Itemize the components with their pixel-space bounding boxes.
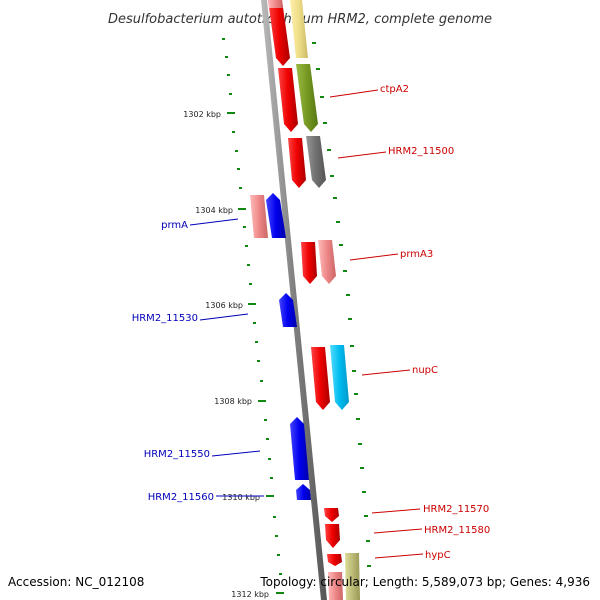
ruler-major-ticks [227,112,284,594]
gene-feature-blue-HRM2_11560[interactable] [296,484,311,500]
gene-feature-red-HRM2_11580[interactable] [325,524,340,548]
gene-feature-red-top[interactable] [268,0,290,66]
label-leaders [189,89,424,559]
gene-feature-pink-top-cap [268,0,283,8]
gene-feature-red-hypC[interactable] [327,554,342,566]
tick-label-1312: 1312 kbp [231,590,269,599]
gene-label-prmA[interactable]: prmA [161,220,188,231]
gene-label-HRM2_11580[interactable]: HRM2_11580 [424,525,490,536]
gene-label-hypC[interactable]: hypC [425,550,451,561]
genome-backbone [261,0,327,600]
tick-label-1302: 1302 kbp [183,110,221,119]
ruler-dots-outer [312,42,371,567]
gene-feature-red-2[interactable] [278,68,298,132]
genome-summary-text: Topology: circular; Length: 5,589,073 bp… [259,575,590,589]
gene-feature-red-5[interactable] [311,347,330,410]
gene-feature-khaki-bottom[interactable] [345,553,360,600]
gene-feature-olive-ctpA2[interactable] [296,64,318,132]
gene-label-HRM2_11550[interactable]: HRM2_11550 [144,449,210,460]
gene-feature-pink-prmA[interactable] [250,195,268,238]
gene-label-HRM2_11570[interactable]: HRM2_11570 [423,504,489,515]
gene-feature-red-3[interactable] [288,138,306,188]
gene-feature-red-HRM2_11570[interactable] [324,508,339,522]
gene-feature-gray-HRM2_11500[interactable] [306,136,326,188]
gene-feature-blue-HRM2_11530[interactable] [279,293,297,327]
accession-text: Accession: NC_012108 [8,575,144,589]
gene-label-HRM2_11500[interactable]: HRM2_11500 [388,146,454,157]
gene-feature-yellow-top[interactable] [290,0,308,58]
gene-feature-blue-HRM2_11550[interactable] [290,417,309,480]
gene-feature-blue-prmA[interactable] [266,193,286,238]
gene-feature-cyan-nupC[interactable] [330,345,349,410]
ruler-dots-inner [222,38,282,575]
tick-label-1306: 1306 kbp [205,301,243,310]
gene-feature-pink-prmA3[interactable] [318,240,336,284]
gene-label-HRM2_11560[interactable]: HRM2_11560 [148,492,214,503]
gene-feature-red-4[interactable] [301,242,317,284]
tick-label-1310: 1310 kbp [222,493,260,502]
gene-label-ctpA2[interactable]: ctpA2 [380,84,409,95]
gene-feature-pink-bottom[interactable] [328,572,343,600]
gene-label-nupC[interactable]: nupC [412,365,438,376]
gene-label-prmA3[interactable]: prmA3 [400,249,433,260]
gene-label-HRM2_11530[interactable]: HRM2_11530 [132,313,198,324]
tick-label-1308: 1308 kbp [214,397,252,406]
tick-label-1304: 1304 kbp [195,206,233,215]
